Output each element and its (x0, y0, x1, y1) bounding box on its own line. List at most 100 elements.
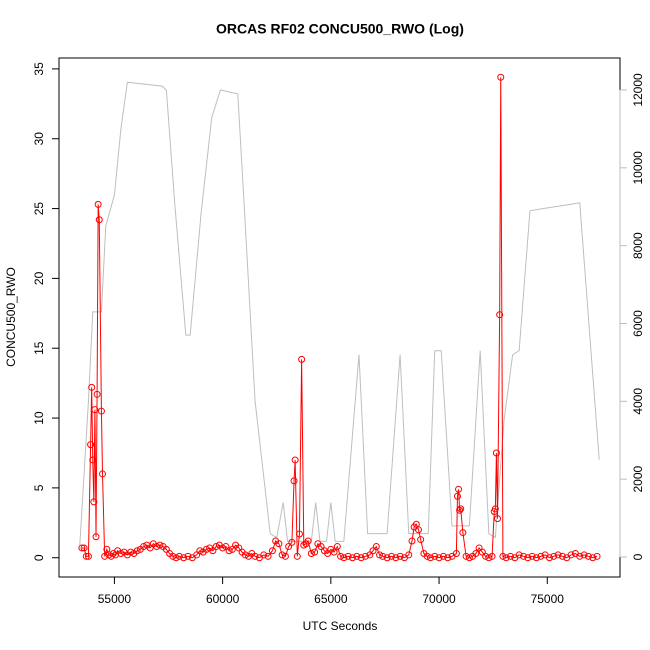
data-point (84, 552, 92, 560)
data-point (288, 538, 296, 546)
data-point (202, 545, 210, 553)
data-point (353, 552, 361, 560)
y2-tick-label: 6000 (631, 310, 645, 337)
data-point (372, 543, 380, 551)
data-point (456, 506, 464, 514)
y2-tick-label: 10000 (631, 151, 645, 185)
y-tick-label: 25 (32, 202, 46, 216)
data-point (492, 449, 500, 457)
data-point (496, 311, 504, 319)
series-line (81, 77, 598, 559)
x-axis-label: UTC Seconds (303, 619, 378, 633)
data-point (97, 407, 105, 415)
data-point (376, 551, 384, 559)
data-point (379, 552, 387, 560)
data-point (91, 406, 99, 414)
data-point (502, 554, 510, 562)
data-point (291, 456, 299, 464)
data-point (387, 552, 395, 560)
data-point (457, 505, 465, 513)
data-point (465, 554, 473, 562)
data-point (348, 554, 356, 562)
data-point (528, 552, 536, 560)
y2-tick-label: 4000 (631, 388, 645, 415)
y2-tick-label: 0 (631, 553, 645, 560)
data-point (295, 530, 303, 538)
data-point (459, 529, 467, 537)
data-point (488, 552, 496, 560)
data-point (290, 477, 298, 485)
data-point (584, 552, 592, 560)
data-point (175, 552, 183, 560)
data-point (225, 547, 233, 555)
data-point (196, 547, 204, 555)
data-point (593, 552, 601, 560)
data-point (88, 383, 96, 391)
data-point (405, 551, 413, 559)
data-point (396, 552, 404, 560)
data-point (94, 200, 102, 208)
data-point (545, 554, 553, 562)
data-point (251, 552, 259, 560)
data-point (453, 492, 461, 500)
data-point (558, 552, 566, 560)
data-point (452, 550, 460, 558)
data-point (298, 355, 306, 363)
data-point (80, 544, 88, 552)
data-point (567, 551, 575, 559)
data-point (93, 390, 101, 398)
data-point (268, 547, 276, 555)
data-point (340, 554, 348, 562)
y2-tick-label: 8000 (631, 232, 645, 259)
data-point (311, 548, 319, 556)
data-point (95, 216, 103, 224)
data-point (472, 550, 480, 558)
data-point (439, 552, 447, 560)
data-point (435, 554, 443, 562)
data-point (383, 554, 391, 562)
data-point (333, 543, 341, 551)
data-point (455, 485, 463, 493)
data-point (184, 552, 192, 560)
data-point (212, 543, 220, 551)
data-point (576, 552, 584, 560)
y-tick-label: 30 (32, 132, 46, 146)
data-point (89, 456, 97, 464)
data-point (127, 548, 135, 556)
y2-tick-label: 12000 (631, 73, 645, 107)
data-point (431, 552, 439, 560)
data-point (444, 554, 452, 562)
data-point (330, 548, 338, 556)
y-tick-label: 5 (32, 484, 46, 491)
x-tick-label: 70000 (422, 592, 456, 606)
data-point (537, 552, 545, 560)
y-axis-label: CONCU500_RWO (4, 267, 18, 367)
data-point (361, 552, 369, 560)
data-point (78, 544, 86, 552)
data-point (133, 547, 141, 555)
y-tick-label: 35 (32, 62, 46, 76)
data-point (307, 550, 315, 558)
data-point (241, 551, 249, 559)
data-point (219, 544, 227, 552)
y-tick-label: 10 (32, 411, 46, 425)
data-point (344, 552, 352, 560)
data-point (506, 552, 514, 560)
data-point (172, 554, 180, 562)
data-point (260, 551, 268, 559)
y-tick-label: 15 (32, 341, 46, 355)
chart-title: ORCAS RF02 CONCU500_RWO (Log) (216, 21, 464, 37)
x-tick-label: 60000 (206, 592, 240, 606)
data-point (519, 552, 527, 560)
data-point (554, 551, 562, 559)
data-point (485, 554, 493, 562)
data-point (580, 551, 588, 559)
data-point (278, 551, 286, 559)
data-point (414, 526, 422, 534)
data-point (264, 552, 272, 560)
x-tick-label: 65000 (314, 592, 348, 606)
data-point (156, 541, 164, 549)
y-tick-label: 20 (32, 271, 46, 285)
data-point (87, 441, 95, 449)
